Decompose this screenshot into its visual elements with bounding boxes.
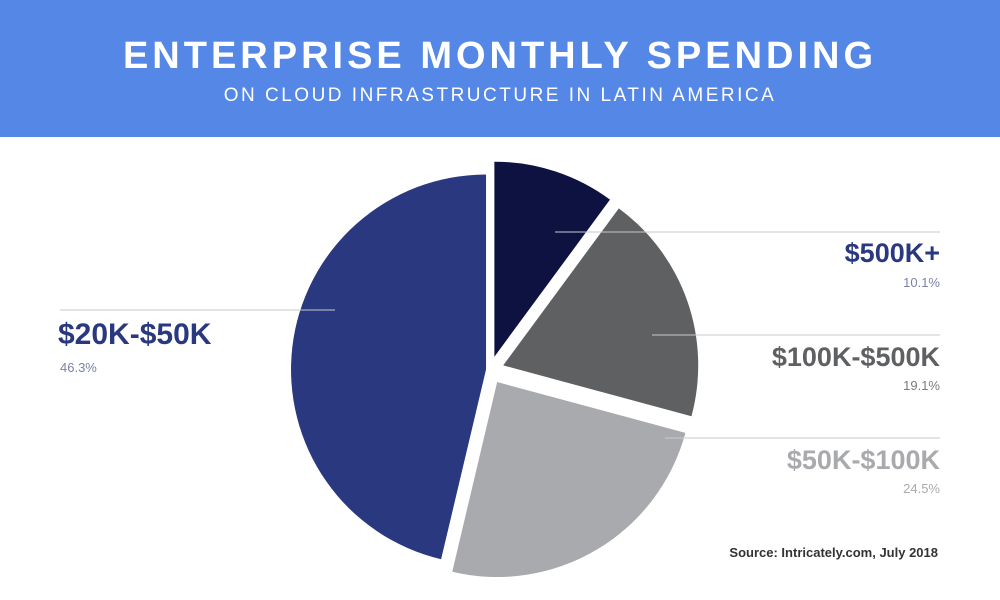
slice-label-100k-500k: $100K-$500K [771, 342, 940, 372]
pie-slice-50k-100k [452, 382, 686, 578]
header-banner: ENTERPRISE MONTHLY SPENDING ON CLOUD INF… [0, 0, 1000, 137]
slice-label-20k-50k: $20K-$50K [58, 318, 212, 351]
slice-value-500k-plus: 10.1% [903, 275, 940, 290]
chart-subtitle: ON CLOUD INFRASTRUCTURE IN LATIN AMERICA [223, 85, 777, 106]
source-credit: Source: Intricately.com, July 2018 [729, 545, 938, 560]
slice-label-500k-plus: $500K+ [844, 238, 940, 268]
pie-slice-20k-50k [291, 174, 487, 560]
slice-value-100k-500k: 19.1% [903, 378, 940, 393]
chart-title: ENTERPRISE MONTHLY SPENDING [122, 35, 878, 77]
pie-slice-500k-plus [494, 161, 610, 357]
slice-label-50k-100k: $50K-$100K [786, 445, 940, 475]
slice-value-50k-100k: 24.5% [903, 481, 940, 496]
slice-value-20k-50k: 46.3% [60, 360, 97, 375]
pie-slice-100k-500k [503, 208, 699, 417]
